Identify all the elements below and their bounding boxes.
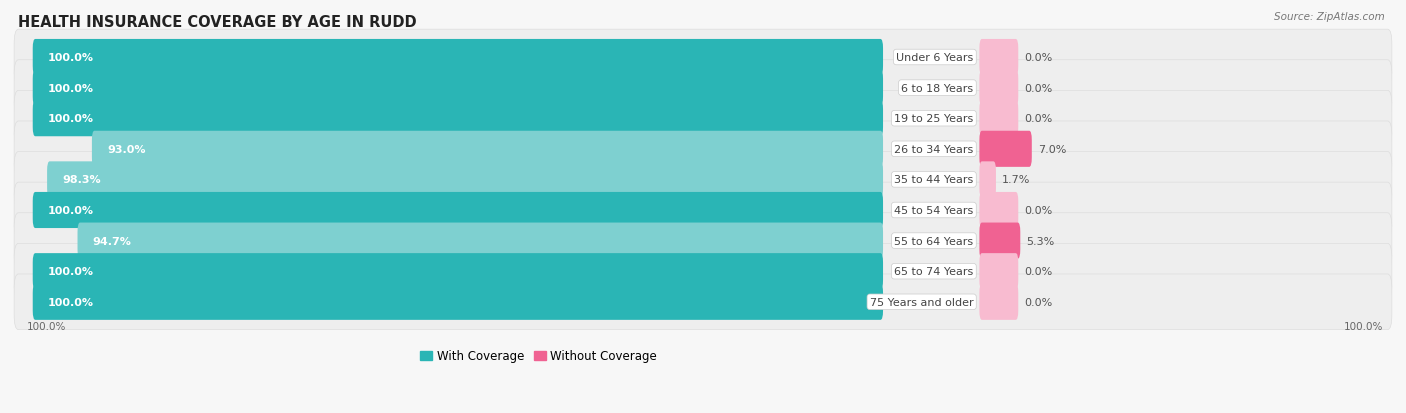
FancyBboxPatch shape [14,213,1392,269]
FancyBboxPatch shape [14,91,1392,147]
FancyBboxPatch shape [32,40,883,76]
FancyBboxPatch shape [980,254,1018,290]
Text: 1.7%: 1.7% [1002,175,1031,185]
Text: 0.0%: 0.0% [1024,53,1053,63]
Text: 100.0%: 100.0% [48,206,94,216]
Text: Source: ZipAtlas.com: Source: ZipAtlas.com [1274,12,1385,22]
Text: 6 to 18 Years: 6 to 18 Years [901,83,973,93]
FancyBboxPatch shape [32,192,883,228]
Text: 100.0%: 100.0% [1344,321,1384,331]
FancyBboxPatch shape [91,131,883,167]
Text: 100.0%: 100.0% [27,321,66,331]
Text: 26 to 34 Years: 26 to 34 Years [894,145,973,154]
Text: HEALTH INSURANCE COVERAGE BY AGE IN RUDD: HEALTH INSURANCE COVERAGE BY AGE IN RUDD [18,15,418,30]
FancyBboxPatch shape [980,131,1032,167]
FancyBboxPatch shape [14,274,1392,330]
Text: 75 Years and older: 75 Years and older [870,297,973,307]
Text: 55 to 64 Years: 55 to 64 Years [894,236,973,246]
FancyBboxPatch shape [980,284,1018,320]
Text: 100.0%: 100.0% [48,83,94,93]
Text: 7.0%: 7.0% [1038,145,1066,154]
FancyBboxPatch shape [32,101,883,137]
Text: 5.3%: 5.3% [1026,236,1054,246]
FancyBboxPatch shape [77,223,883,259]
Text: 35 to 44 Years: 35 to 44 Years [894,175,973,185]
FancyBboxPatch shape [14,183,1392,238]
FancyBboxPatch shape [980,70,1018,107]
FancyBboxPatch shape [980,40,1018,76]
Text: 94.7%: 94.7% [93,236,132,246]
Text: 100.0%: 100.0% [48,297,94,307]
Text: 0.0%: 0.0% [1024,266,1053,277]
FancyBboxPatch shape [980,162,995,198]
FancyBboxPatch shape [14,244,1392,299]
FancyBboxPatch shape [32,254,883,290]
FancyBboxPatch shape [46,162,883,198]
FancyBboxPatch shape [14,30,1392,85]
Text: 100.0%: 100.0% [48,114,94,124]
Text: 98.3%: 98.3% [62,175,101,185]
FancyBboxPatch shape [14,122,1392,177]
Text: 45 to 54 Years: 45 to 54 Years [894,206,973,216]
FancyBboxPatch shape [32,70,883,107]
FancyBboxPatch shape [14,61,1392,116]
FancyBboxPatch shape [980,223,1021,259]
FancyBboxPatch shape [980,101,1018,137]
Legend: With Coverage, Without Coverage: With Coverage, Without Coverage [416,345,662,367]
Text: 0.0%: 0.0% [1024,114,1053,124]
Text: 65 to 74 Years: 65 to 74 Years [894,266,973,277]
Text: 0.0%: 0.0% [1024,206,1053,216]
Text: 93.0%: 93.0% [107,145,146,154]
Text: 0.0%: 0.0% [1024,83,1053,93]
Text: 0.0%: 0.0% [1024,297,1053,307]
FancyBboxPatch shape [980,192,1018,228]
FancyBboxPatch shape [14,152,1392,208]
Text: 100.0%: 100.0% [48,53,94,63]
FancyBboxPatch shape [32,284,883,320]
Text: 100.0%: 100.0% [48,266,94,277]
Text: 19 to 25 Years: 19 to 25 Years [894,114,973,124]
Text: Under 6 Years: Under 6 Years [896,53,973,63]
